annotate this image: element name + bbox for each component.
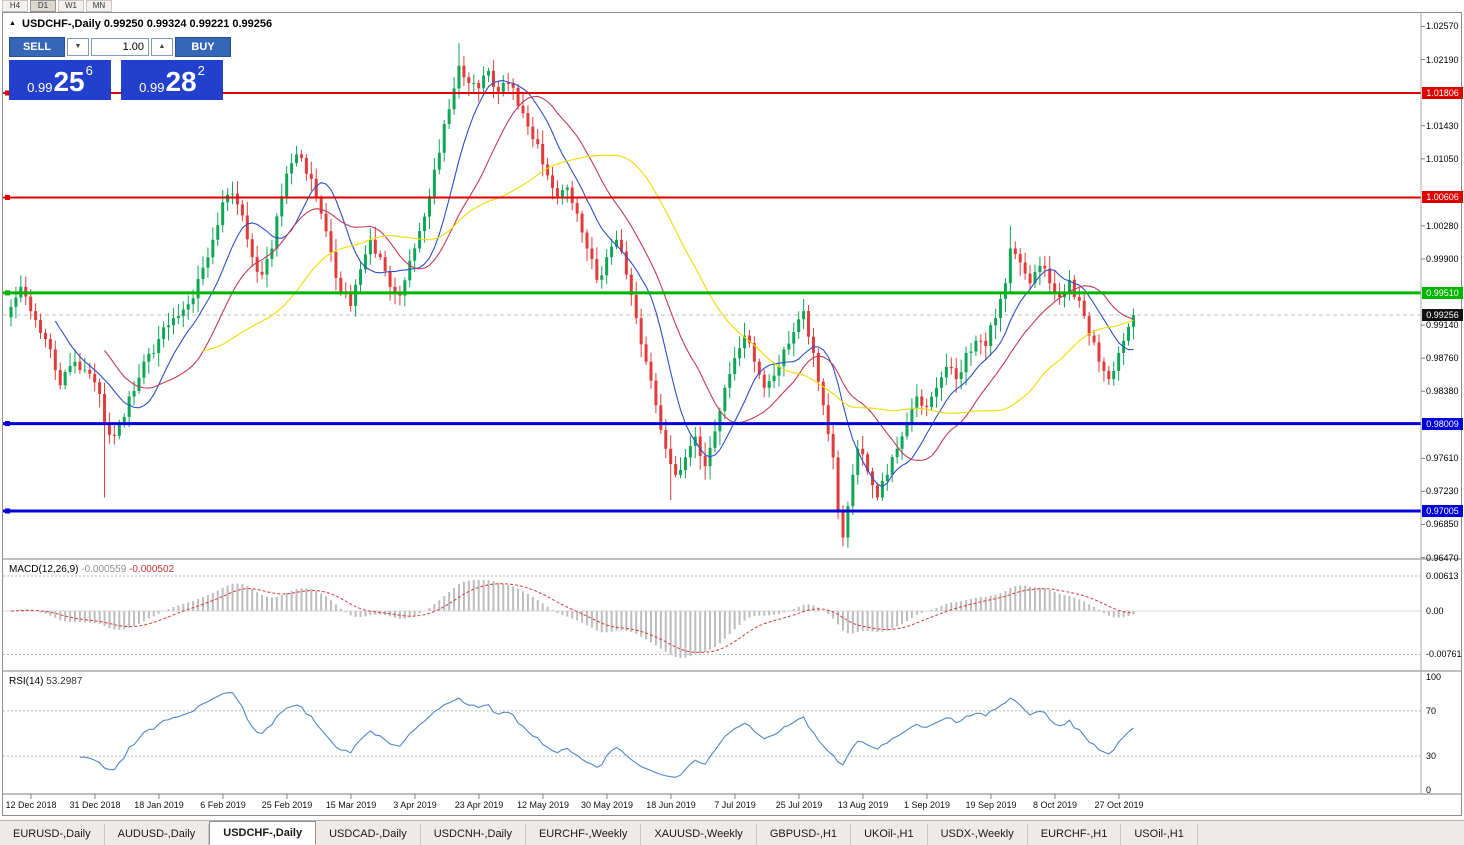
chart-tab[interactable]: XAUUSD-,Weekly	[641, 824, 757, 845]
price-tick-label: 0.97610	[1426, 453, 1459, 464]
rsi-axis-label: 70	[1426, 705, 1437, 716]
macd-main-value: -0.000559	[81, 564, 127, 575]
chart-tab[interactable]: UKOil-,H1	[851, 824, 928, 845]
level-price-label: 0.99510	[1422, 286, 1463, 299]
price-tick-label: 1.02190	[1426, 54, 1459, 65]
chart-tab[interactable]: GBPUSD-,H1	[757, 824, 852, 845]
chart-tab[interactable]: EURCHF-,H1	[1028, 824, 1122, 845]
date-tick-label: 31 Dec 2018	[69, 800, 121, 810]
level-price-label: 1.01806	[1422, 87, 1463, 99]
level-price-label: 0.97005	[1422, 504, 1463, 517]
collapse-panel-icon[interactable]: ▲	[9, 20, 16, 27]
level-price-label: 0.98009	[1422, 417, 1463, 430]
price-tick-label: 1.01050	[1426, 153, 1459, 164]
buy-price-base: 0.99	[139, 80, 165, 95]
chart-canvas[interactable]	[3, 13, 1461, 815]
period-button-h4[interactable]: H4	[2, 0, 28, 12]
date-tick-label: 6 Feb 2019	[200, 800, 246, 810]
date-tick-label: 18 Jan 2019	[134, 800, 184, 810]
lot-size-input[interactable]	[91, 38, 149, 56]
date-tick-label: 13 Aug 2019	[837, 800, 889, 810]
buy-price-display[interactable]: 0.99 28 2	[121, 60, 223, 100]
sell-price-frac: 6	[85, 63, 93, 78]
price-tick-label: 0.98380	[1426, 386, 1459, 397]
date-tick-label: 23 Apr 2019	[454, 800, 504, 810]
rsi-label: RSI(14) 53.2987	[9, 676, 82, 687]
rsi-axis-label: 30	[1426, 751, 1437, 762]
date-tick-label: 30 May 2019	[580, 800, 634, 810]
macd-axis-label: 0.00	[1426, 606, 1444, 616]
symbol-title: USDCHF-,Daily	[22, 18, 101, 30]
chart-tab[interactable]: USDX-,Weekly	[928, 824, 1028, 845]
date-tick-label: 8 Oct 2019	[1032, 800, 1078, 810]
chart-tab[interactable]: USOil-,H1	[1121, 824, 1198, 845]
date-tick-label: 1 Sep 2019	[903, 800, 951, 810]
spinner-arrow-icon: ▲	[158, 43, 166, 50]
chart-tabs-bar: EURUSD-,Daily AUDUSD-,Daily USDCHF-,Daily U…	[0, 820, 1464, 845]
sell-button[interactable]: SELL	[9, 37, 65, 57]
chart-tab[interactable]: USDCHF-,Daily	[209, 821, 317, 845]
price-tick-label: 0.96470	[1426, 552, 1459, 563]
date-tick-label: 15 Mar 2019	[325, 800, 377, 810]
bid-price-label: 0.99256	[1422, 309, 1463, 321]
date-tick-label: 12 Dec 2018	[5, 800, 57, 810]
date-tick-label: 7 Jul 2019	[714, 800, 756, 810]
rsi-axis-label: 100	[1426, 672, 1442, 682]
ohlc-values: 0.99250 0.99324 0.99221 0.99256	[103, 18, 273, 30]
chart-tab[interactable]: EURUSD-,Daily	[0, 824, 105, 845]
price-tick-label: 0.96850	[1426, 519, 1459, 530]
date-tick-label: 19 Sep 2019	[965, 800, 1017, 810]
chart-tab[interactable]: AUDUSD-,Daily	[105, 824, 210, 845]
dropdown-arrow-icon: ▼	[74, 43, 82, 50]
chart-title: ▲ USDCHF-,Daily 0.99250 0.99324 0.99221 …	[9, 18, 272, 30]
date-tick-label: 25 Feb 2019	[261, 800, 313, 810]
macd-label: MACD(12,26,9) -0.000559 -0.000502	[9, 564, 174, 575]
sell-price-base: 0.99	[27, 80, 53, 95]
price-tick-label: 1.02570	[1426, 21, 1459, 32]
rsi-value: 53.2987	[46, 676, 83, 687]
period-button-mn[interactable]: MN	[86, 0, 112, 12]
chart-tab[interactable]: USDCNH-,Daily	[421, 824, 526, 845]
rsi-axis-label: 0	[1426, 785, 1432, 795]
level-price-label: 1.00606	[1422, 191, 1463, 204]
date-tick-label: 27 Oct 2019	[1094, 800, 1144, 810]
timeframe-toolbar: H4 D1 W1 MN	[2, 0, 114, 12]
period-button-d1[interactable]: D1	[30, 0, 56, 12]
price-tick-label: 0.99140	[1426, 320, 1459, 331]
macd-signal-value: -0.000502	[129, 564, 175, 575]
price-tick-label: 0.99900	[1426, 253, 1459, 264]
chart-tab[interactable]: EURCHF-,Weekly	[526, 824, 642, 845]
buy-button[interactable]: BUY	[175, 37, 231, 57]
date-tick-label: 25 Jul 2019	[775, 800, 823, 810]
price-tick-label: 1.00280	[1426, 220, 1459, 231]
price-tick-label: 1.01430	[1426, 120, 1459, 131]
price-tick-label: 0.97230	[1426, 486, 1459, 497]
date-tick-label: 12 May 2019	[516, 800, 570, 810]
price-tick-label: 0.98760	[1426, 353, 1459, 364]
rsi-title: RSI(14)	[9, 676, 44, 687]
sell-price-pips: 25	[53, 66, 85, 97]
lot-spinner[interactable]: ▲	[151, 38, 173, 56]
chart-window: ▲ USDCHF-,Daily 0.99250 0.99324 0.99221 …	[2, 12, 1463, 816]
date-tick-label: 3 Apr 2019	[393, 800, 437, 810]
sell-price-display[interactable]: 0.99 25 6	[9, 60, 111, 100]
buy-price-pips: 28	[165, 66, 197, 97]
lot-dropdown[interactable]: ▼	[67, 38, 89, 56]
date-tick-label: 18 Jun 2019	[646, 800, 696, 810]
period-button-w1[interactable]: W1	[58, 0, 84, 12]
macd-axis-label: 0.00613	[1426, 570, 1459, 581]
macd-axis-label: -0.00761	[1426, 649, 1462, 660]
chart-tab[interactable]: USDCAD-,Daily	[316, 824, 421, 845]
buy-price-frac: 2	[197, 63, 205, 78]
macd-title: MACD(12,26,9)	[9, 564, 79, 575]
